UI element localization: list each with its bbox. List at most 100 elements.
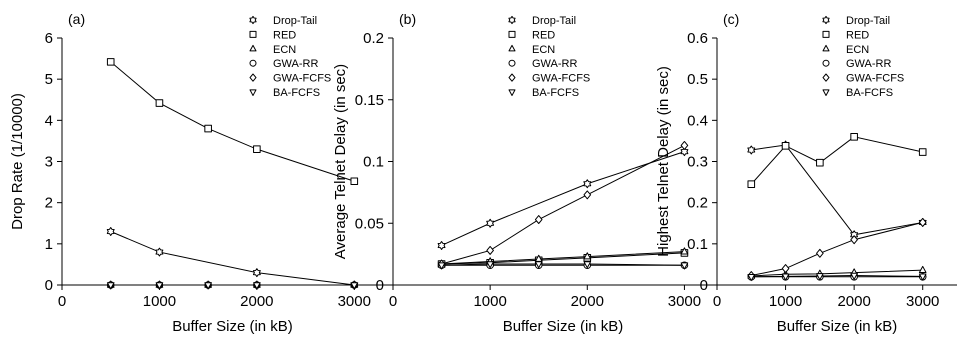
panel-a-x-tick-label: 3000 <box>338 293 371 310</box>
panel-b-series-drop-tail-point <box>486 218 495 228</box>
panel-a-legend-label-ecn: ECN <box>273 44 296 56</box>
panel-a-series-red-point <box>106 58 115 66</box>
panel-c-legend-marker-drop-tail <box>822 15 830 25</box>
panel-b-tag: (b) <box>399 11 416 27</box>
panel-b-series-drop-tail-point <box>680 147 689 157</box>
panel-a-series-ba-fcfs-point <box>253 282 261 290</box>
panel-b-series-drop-tail-point <box>437 241 446 250</box>
panel-c-x-tick-label: 1000 <box>769 293 802 310</box>
panel-c-series-drop-tail-line <box>751 144 923 236</box>
panel-c-legend-label-red: RED <box>846 29 869 41</box>
panel-a-legend-marker-gwa-rr <box>249 59 257 67</box>
panel-b-series-ba-fcfs-point <box>437 262 446 270</box>
panel-c-legend-marker-ecn <box>822 44 830 52</box>
panel-c-series-red-line <box>750 136 923 185</box>
panel-c-series-gwa-fcfs-point <box>781 264 790 273</box>
panel-a-legend-marker-red <box>249 30 257 38</box>
panel-c-series-ba-fcfs-point <box>918 273 927 281</box>
panel-a-y-tick-label: 1 <box>45 236 53 253</box>
panel-c-y-tick-label: 0.1 <box>687 236 708 253</box>
panel-b-series-ecn-point <box>680 247 689 255</box>
panel-c-series-gwa-fcfs-point <box>816 248 824 258</box>
panel-a-x-tick-label: 0 <box>58 293 66 310</box>
panel-c-series-ba-fcfs-point <box>781 273 790 281</box>
panel-a-series-drop-tail-line <box>110 231 355 286</box>
panel-b-y-tick-label: 0.05 <box>355 215 384 232</box>
panel-a-series-ba-fcfs-point <box>204 282 212 290</box>
panel-c-y-tick-label: 0.2 <box>687 195 708 212</box>
panel-c-series-ecn-line <box>751 269 923 277</box>
panel-a-series-drop-tail-point <box>106 227 115 236</box>
panel-c-y-tick-label: 0.3 <box>687 154 708 171</box>
panel-a-y-tick-label: 2 <box>45 195 53 212</box>
panel-b-legend-marker-red <box>508 30 516 38</box>
panel-c-series-red-point <box>918 148 927 156</box>
panel-b-legend-marker-drop-tail <box>508 15 516 25</box>
panel-c-series-red-point <box>747 180 756 188</box>
panel-b-legend-label-drop-tail: Drop-Tail <box>532 15 576 27</box>
panel-b-series-drop-tail-point <box>583 179 592 189</box>
panel-a-legend-label-ba-fcfs: BA-FCFS <box>273 87 320 99</box>
panel-c-legend-label-ba-fcfs: BA-FCFS <box>846 87 893 99</box>
panel-c-y-tick-label: 0 <box>700 277 708 294</box>
panel-a-series-red-point <box>155 99 164 107</box>
panel-c-legend-label-gwa-fcfs: GWA-FCFS <box>846 73 904 85</box>
panel-a-y-tick-label: 6 <box>45 30 53 47</box>
panel-a-series-drop-tail-point <box>155 247 164 257</box>
panel-b-legend: Drop-Tail RED ECN GWA-RR GWA-FCFS BA-FCFS <box>508 15 590 99</box>
panel-a-x-axis-label: Buffer Size (in kB) <box>172 318 293 335</box>
panel-c-y-tick-label: 0.6 <box>687 30 708 47</box>
panel-c-series-ba-fcfs-point <box>816 273 824 281</box>
panel-c-legend: Drop-Tail RED ECN GWA-RR GWA-FCFS BA-FCFS <box>822 15 904 99</box>
panel-c-legend-marker-gwa-fcfs <box>822 73 830 82</box>
panel-b-y-tick-label: 0.1 <box>363 154 384 171</box>
panel-b-y-tick-label: 0.2 <box>363 30 384 47</box>
panel-b-x-tick-label: 0 <box>389 293 397 310</box>
panel-b-series-ecn-point <box>583 252 592 260</box>
panel-a-series-red-point <box>204 124 212 133</box>
panel-a-legend-label-gwa-fcfs: GWA-FCFS <box>273 73 331 85</box>
panel-a-legend: Drop-Tail RED ECN GWA-RR GWA-FCFS BA-FCFS <box>249 15 331 99</box>
panel-b-series-drop-tail-line <box>441 151 685 246</box>
panel-a-series-ba-fcfs-point <box>106 282 115 290</box>
panel-c-legend-label-ecn: ECN <box>846 44 869 56</box>
panel-a-legend-label-drop-tail: Drop-Tail <box>273 15 317 27</box>
panel-a-legend-marker-ecn <box>249 44 257 52</box>
panel-a-y-tick-label: 4 <box>45 112 53 129</box>
panel-b-x-axis-label: Buffer Size (in kB) <box>503 318 624 335</box>
panel-a-series-red-point <box>350 177 359 186</box>
panel-c-y-axis-label: Highest Telnet Delay (in sec) <box>655 66 672 257</box>
panel-c-legend-label-gwa-rr: GWA-RR <box>846 58 891 70</box>
panel-b-y-tick-label: 0 <box>376 277 384 294</box>
panel-c-legend-marker-red <box>822 30 830 38</box>
panel-b-series-gwa-fcfs-point <box>534 215 543 225</box>
panel-b-series-ba-fcfs-point <box>534 261 543 269</box>
panel-b-series-gwa-fcfs-point <box>680 140 689 150</box>
panel-a-legend-label-gwa-rr: GWA-RR <box>273 58 318 70</box>
panel-c-series-ecn-point <box>918 265 927 273</box>
panel-b-series-ba-fcfs-point <box>486 261 494 269</box>
panel-c-y-tick-label: 0.5 <box>687 71 708 88</box>
panel-a-x-tick-label: 2000 <box>240 293 273 310</box>
panel-c-series-red-point <box>781 142 790 150</box>
panel-a-y-tick-label: 3 <box>45 154 53 171</box>
panel-a-tag: (a) <box>68 11 85 27</box>
panel-a-series-ba-fcfs-point <box>155 282 164 290</box>
panel-c-x-tick-label: 3000 <box>906 293 939 310</box>
panel-b-legend-label-ecn: ECN <box>532 44 555 56</box>
panel-a-legend-label-red: RED <box>273 29 296 41</box>
panel-b-x-tick-label: 2000 <box>571 293 604 310</box>
panel-a-y-tick-label: 0 <box>45 277 53 294</box>
panel-b-legend-label-gwa-fcfs: GWA-FCFS <box>532 73 590 85</box>
panel-b-legend-marker-ba-fcfs <box>508 89 516 96</box>
panel-b-y-tick-label: 0.15 <box>355 92 384 109</box>
panel-c-x-tick-label: 0 <box>713 293 721 310</box>
panel-c-series-ba-fcfs-point <box>850 272 858 280</box>
panel-c-legend-marker-gwa-rr <box>822 59 830 67</box>
panel-b-x-tick-label: 3000 <box>668 293 701 310</box>
panel-a-series-drop-tail-point <box>252 268 261 278</box>
panel-c-legend-marker-ba-fcfs <box>822 89 830 96</box>
panel-b-legend-label-red: RED <box>532 29 555 41</box>
